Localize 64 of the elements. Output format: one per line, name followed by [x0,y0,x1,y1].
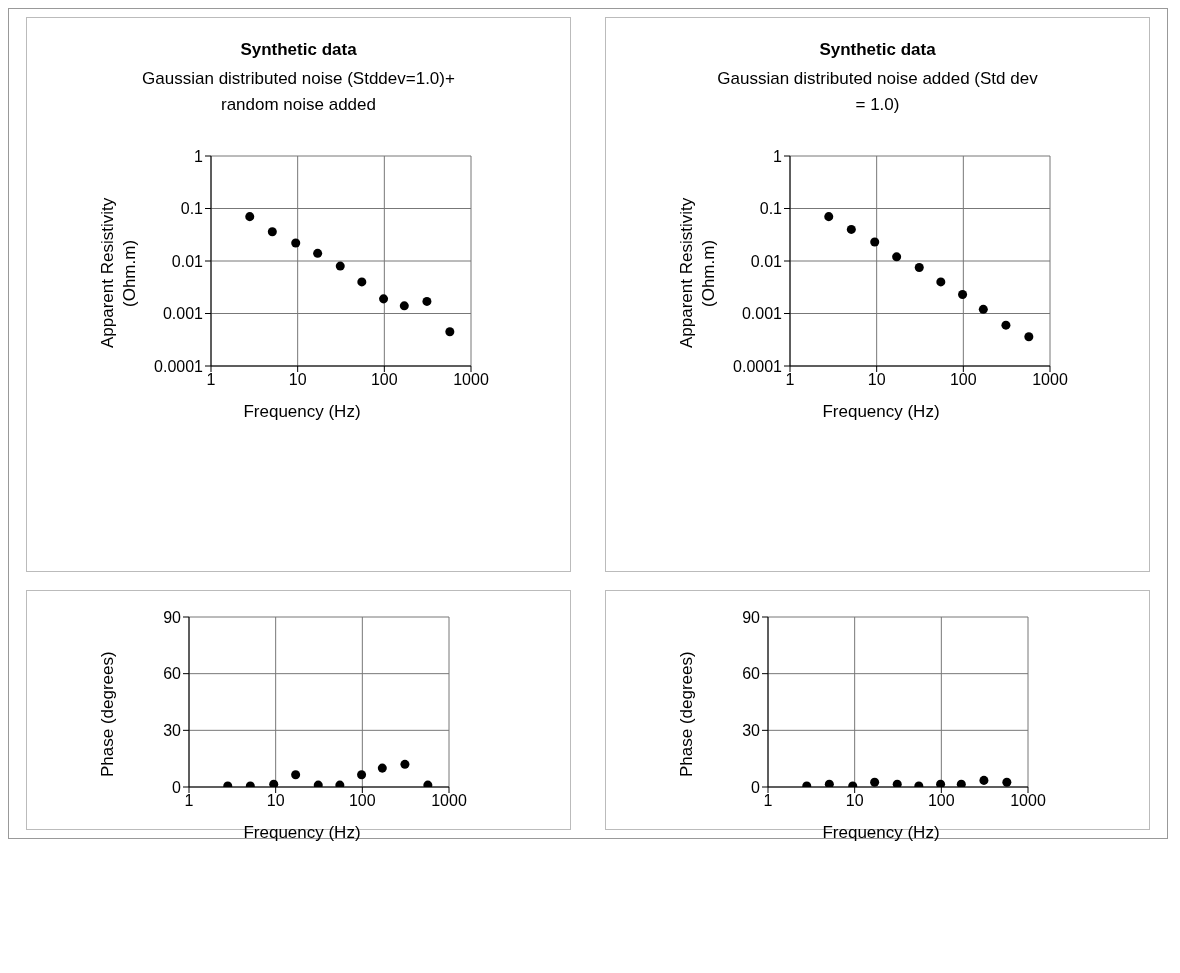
point [245,212,255,222]
y-tick-label: 0.001 [741,305,783,323]
x-tick-label: 10 [867,371,886,389]
x-tick-label: 1 [785,371,795,389]
point [978,304,988,314]
point [824,212,834,222]
y-tick-label: 1 [773,147,783,165]
chart-title: Synthetic data [818,40,937,60]
y-tick-label: 0.0001 [154,357,204,375]
y-tick-label: 60 [163,665,182,683]
y-axis-title: Phase (degrees) [676,650,697,779]
x-axis-title: Frequency (Hz) [821,402,941,422]
point [335,261,345,271]
x-tick-label: 1000 [1032,371,1068,389]
chart-subtitle: Gaussian distributed noise added (Std dev = 1.0) [716,68,1039,116]
y-tick-label: 0.1 [759,200,783,218]
point [936,277,946,287]
point [870,237,880,247]
x-tick-label: 10 [845,792,864,810]
y-tick-label: 90 [163,608,182,626]
y-tick-label: 30 [163,722,182,740]
point [958,290,968,300]
y-tick-label: 30 [742,722,761,740]
point [846,224,856,234]
point [445,327,455,337]
x-tick-label: 1000 [431,792,467,810]
point [914,263,924,273]
y-tick-label: 60 [742,665,761,683]
point [357,277,367,287]
x-tick-label: 100 [927,792,955,810]
point [892,252,902,262]
point [313,248,323,258]
x-tick-label: 1 [206,371,216,389]
y-axis-title: Phase (degrees) [97,650,118,779]
point [1024,332,1034,342]
point [379,294,389,304]
point [1001,320,1011,330]
point [291,238,301,248]
y-tick-label: 0.0001 [733,357,783,375]
y-axis-title: Apparent Resistivity (Ohm.m) [97,196,140,351]
y-tick-label: 90 [742,608,761,626]
x-axis-title: Frequency (Hz) [242,823,362,843]
x-tick-label: 100 [949,371,977,389]
y-axis-title: Apparent Resistivity (Ohm.m) [676,196,719,351]
x-tick-label: 100 [348,792,376,810]
point [267,227,277,237]
point [422,296,432,306]
x-tick-label: 1000 [453,371,489,389]
x-tick-label: 10 [288,371,307,389]
point [399,301,409,311]
y-tick-label: 0.001 [162,305,204,323]
y-tick-label: 0.01 [750,252,783,270]
x-tick-label: 1000 [1010,792,1046,810]
x-tick-label: 100 [370,371,398,389]
y-tick-label: 0.1 [180,200,204,218]
x-axis-title: Frequency (Hz) [242,402,362,422]
x-axis-title: Frequency (Hz) [821,823,941,843]
x-tick-label: 10 [266,792,285,810]
chart-subtitle: Gaussian distributed noise (Stddev=1.0)+ random noise added [141,68,456,116]
y-tick-label: 0.01 [171,252,204,270]
y-tick-label: 1 [194,147,204,165]
y-tick-label: 0 [751,778,761,796]
chart-title: Synthetic data [239,40,358,60]
y-tick-label: 0 [172,778,182,796]
